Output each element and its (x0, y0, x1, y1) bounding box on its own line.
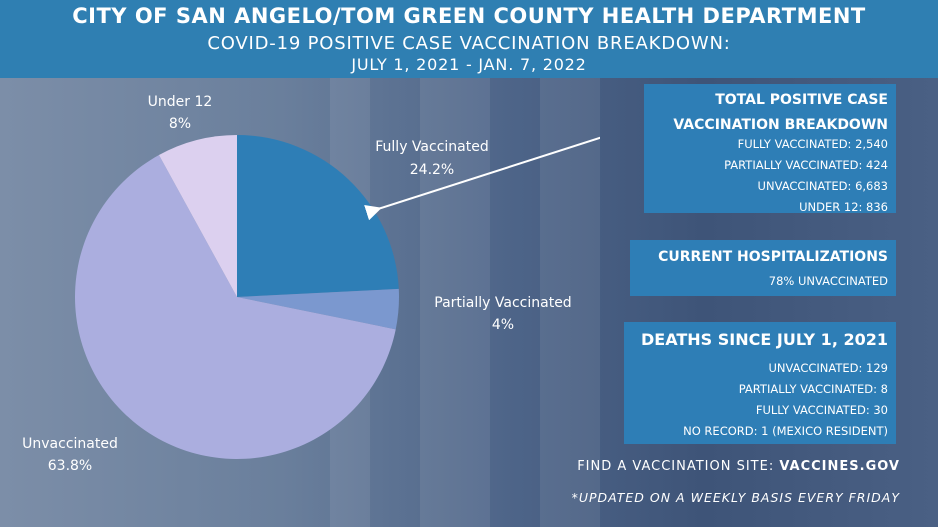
site-prefix: FIND A VACCINATION SITE: (577, 459, 780, 474)
deaths-line: UNVACCINATED: 129 (768, 361, 888, 375)
breakdown-title-1: TOTAL POSITIVE CASE (715, 92, 888, 108)
fully-vaccinated-arrow (364, 122, 600, 221)
vaccines-gov-link[interactable]: VACCINES.GOV (779, 459, 900, 474)
pie-slice-partially-vaccinated (237, 288, 400, 330)
slice-percent-label: 24.2% (410, 162, 454, 178)
vaccination-pie-chart: Fully Vaccinated 24.2% Partially Vaccinate… (22, 94, 600, 474)
slice-name-label: Partially Vaccinated (434, 295, 571, 311)
page-subtitle: COVID-19 POSITIVE CASE VACCINATION BREAK… (207, 33, 731, 54)
slice-percent-label: 4% (492, 317, 514, 333)
pie-slice-fully-vaccinated (237, 135, 399, 297)
vaccination-site-line: FIND A VACCINATION SITE: VACCINES.GOV (540, 459, 900, 474)
date-range: JULY 1, 2021 - JAN. 7, 2022 (351, 55, 587, 74)
hospitalizations-line: 78% UNVACCINATED (768, 274, 888, 288)
header-banner: CITY OF SAN ANGELO/TOM GREEN COUNTY HEAL… (0, 0, 938, 78)
pie-slice-under-12 (158, 135, 237, 297)
slice-name-label: Fully Vaccinated (375, 139, 488, 155)
page-title: CITY OF SAN ANGELO/TOM GREEN COUNTY HEAL… (72, 4, 866, 28)
deaths-panel: DEATHS SINCE JULY 1, 2021 UNVACCINATED: … (624, 322, 896, 444)
deaths-line: PARTIALLY VACCINATED: 8 (738, 382, 888, 396)
slice-percent-label: 63.8% (48, 458, 92, 474)
breakdown-panel: TOTAL POSITIVE CASE VACCINATION BREAKDOW… (644, 84, 896, 214)
deaths-line: NO RECORD: 1 (MEXICO RESIDENT) (683, 424, 888, 438)
hospitalizations-title: CURRENT HOSPITALIZATIONS (658, 249, 888, 265)
hospitalizations-panel: CURRENT HOSPITALIZATIONS 78% UNVACCINATE… (630, 240, 896, 296)
breakdown-line: PARTIALLY VACCINATED: 424 (724, 158, 888, 172)
breakdown-line: FULLY VACCINATED: 2,540 (737, 137, 888, 151)
slice-percent-label: 8% (169, 116, 191, 132)
update-note: *UPDATED ON A WEEKLY BASIS EVERY FRIDAY (571, 490, 900, 505)
slice-name-label: Under 12 (148, 94, 213, 110)
breakdown-line: UNVACCINATED: 6,683 (757, 179, 888, 193)
pie-slice-unvaccinated (74, 155, 396, 460)
deaths-title: DEATHS SINCE JULY 1, 2021 (641, 330, 888, 349)
deaths-line: FULLY VACCINATED: 30 (755, 403, 888, 417)
breakdown-line: UNDER 12: 836 (799, 200, 888, 214)
slice-name-label: Unvaccinated (22, 436, 118, 452)
breakdown-title-2: VACCINATION BREAKDOWN (673, 117, 888, 133)
